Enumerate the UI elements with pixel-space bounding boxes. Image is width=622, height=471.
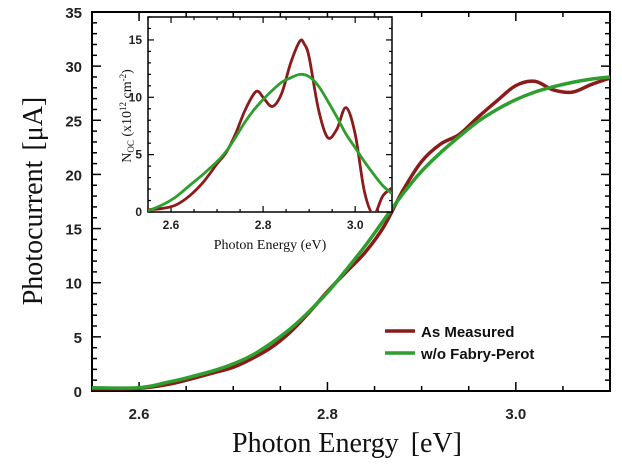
inset-y-tick-label: 15 <box>129 33 143 47</box>
main-plot: 2.6 2.8 3.0 0 5 10 15 20 25 30 35 As Measured w/o … <box>18 5 611 459</box>
x-axis-title-label: Photon Energy <box>232 428 399 459</box>
y-axis-title-unit: [μA] <box>18 97 49 151</box>
inset-y-axis-title: NOC (x1012 cm-2) <box>118 69 136 163</box>
inset-y-axis-title-main: N <box>120 153 135 163</box>
main-y-tick-label: 15 <box>65 222 82 239</box>
inset-plot-frame <box>147 16 393 213</box>
main-y-tick-label: 30 <box>65 59 82 76</box>
legend: As Measured w/o Fabry-Perot <box>385 324 534 363</box>
y-axis-title: Photocurrent [μA] <box>18 97 49 306</box>
y-axis-title-label: Photocurrent <box>18 160 49 305</box>
inset-x-axis-title: Photon Energy (eV) <box>214 238 327 253</box>
x-axis-title-unit: [eV] <box>411 428 462 459</box>
inset-series-as-measured <box>148 38 392 212</box>
main-tick-marks <box>91 11 611 392</box>
main-series-without-fabry-perot <box>92 75 610 390</box>
legend-label-as-measured: As Measured <box>421 324 514 341</box>
inset-series-without-fabry-perot <box>148 72 392 212</box>
main-y-tick-label: 5 <box>74 330 82 347</box>
inset-series-group <box>148 38 392 212</box>
main-x-tick-label: 3.0 <box>505 406 526 423</box>
inset-y-axis-title-unit: cm <box>120 81 135 102</box>
x-axis-title: Photon Energy [eV] <box>232 428 462 459</box>
main-series-as-measured <box>92 76 610 391</box>
main-x-tick-label: 2.8 <box>317 406 338 423</box>
main-plot-frame <box>91 11 611 392</box>
inset-x-tick-label: 3.0 <box>347 218 364 232</box>
inset-plot: 2.6 2.8 3.0 0 5 10 15 Photon Energy (eV) NOC (… <box>118 16 393 253</box>
legend-label-without-fabry-perot: w/o Fabry-Perot <box>420 346 534 363</box>
main-y-tick-label: 10 <box>65 276 82 293</box>
main-series-group <box>92 75 610 391</box>
inset-y-tick-label: 0 <box>135 205 142 219</box>
inset-tick-labels: 2.6 2.8 3.0 0 5 10 15 <box>129 33 364 232</box>
inset-y-axis-title-sup1: 12 <box>118 102 128 111</box>
inset-y-axis-title-mid: (x10 <box>120 111 135 140</box>
main-tick-labels: 2.6 2.8 3.0 0 5 10 15 20 25 30 35 <box>65 5 526 423</box>
inset-y-axis-title-sup2: -2 <box>118 74 128 82</box>
inset-tick-marks <box>147 16 392 213</box>
main-y-tick-label: 25 <box>65 113 82 130</box>
inset-y-tick-label: 5 <box>135 148 142 162</box>
inset-x-tick-label: 2.6 <box>163 218 180 232</box>
main-y-tick-label: 20 <box>65 167 82 184</box>
inset-x-tick-label: 2.8 <box>255 218 272 232</box>
inset-y-tick-label: 10 <box>129 90 143 104</box>
main-x-tick-label: 2.6 <box>129 406 150 423</box>
main-y-tick-label: 35 <box>65 5 82 22</box>
inset-y-axis-title-sub: OC <box>126 140 136 153</box>
inset-y-axis-title-end: ) <box>120 69 135 74</box>
main-y-tick-label: 0 <box>74 384 82 401</box>
